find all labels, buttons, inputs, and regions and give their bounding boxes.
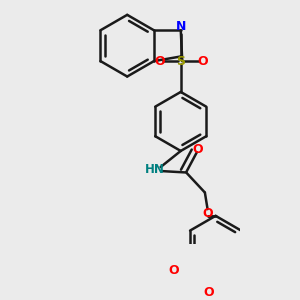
Text: S: S xyxy=(176,55,185,68)
Text: O: O xyxy=(168,263,179,277)
Text: O: O xyxy=(202,207,213,220)
Text: N: N xyxy=(176,20,186,33)
Text: O: O xyxy=(204,286,214,299)
Text: O: O xyxy=(197,55,208,68)
Text: HN: HN xyxy=(145,163,165,176)
Text: O: O xyxy=(193,143,203,156)
Text: O: O xyxy=(154,55,165,68)
